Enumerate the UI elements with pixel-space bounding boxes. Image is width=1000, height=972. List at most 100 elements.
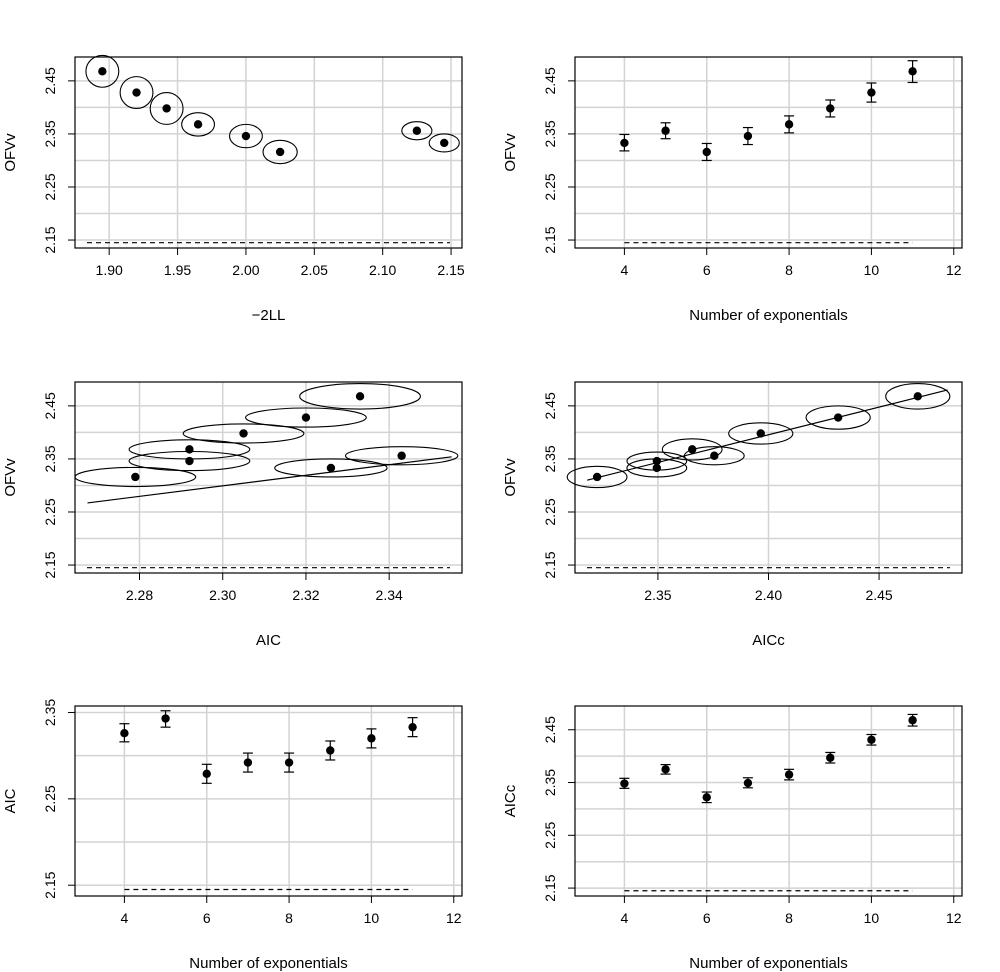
y-tick-label: 2.15 bbox=[542, 874, 558, 901]
confidence-ellipse bbox=[182, 423, 305, 444]
confidence-ellipse bbox=[885, 383, 951, 410]
data-point bbox=[185, 456, 194, 466]
data-point bbox=[440, 138, 449, 148]
data-point bbox=[743, 778, 753, 788]
chart-panel-3: 2.28 2.30 2.32 2.34 2.15 2.25 2.35 2.45 AIC OFVv bbox=[2, 381, 463, 649]
x-tick-label: 2.45 bbox=[865, 587, 892, 603]
data-point bbox=[702, 147, 711, 157]
y-tick-label: 2.45 bbox=[542, 67, 558, 94]
plot-frame bbox=[574, 705, 963, 897]
x-tick-label: 4 bbox=[121, 910, 129, 926]
confidence-ellipse bbox=[85, 54, 120, 88]
data-point bbox=[120, 729, 129, 738]
y-tick-label: 2.35 bbox=[42, 699, 58, 726]
x-tick-label: 4 bbox=[621, 262, 629, 278]
y-tick-label: 2.25 bbox=[542, 498, 558, 525]
data-point bbox=[867, 735, 876, 744]
x-tick-label: 1.95 bbox=[164, 262, 191, 278]
x-tick-label: 2.10 bbox=[369, 262, 396, 278]
data-point bbox=[243, 758, 253, 767]
x-axis-title: AICc bbox=[752, 632, 785, 649]
data-point bbox=[652, 456, 662, 466]
data-point bbox=[367, 734, 376, 743]
x-axis-title: AIC bbox=[256, 632, 281, 649]
y-tick-label: 2.45 bbox=[42, 67, 58, 94]
chart-panel-6: 4 6 8 10 12 2.15 2.25 2.35 2.45 Number of exponen… bbox=[502, 705, 963, 972]
data-point bbox=[162, 104, 171, 113]
chart-panel-4: 2.35 2.40 2.45 2.15 2.25 2.35 2.45 AICc OFVv bbox=[502, 381, 963, 649]
confidence-ellipse bbox=[228, 123, 263, 149]
x-tick-label: 10 bbox=[364, 910, 380, 926]
data-point bbox=[826, 753, 835, 762]
x-tick-label: 2.35 bbox=[644, 587, 671, 603]
y-axis-title: OFVv bbox=[502, 133, 519, 172]
data-point bbox=[98, 67, 107, 76]
confidence-ellipse bbox=[683, 446, 745, 466]
data-point bbox=[913, 392, 922, 401]
x-tick-label: 2.00 bbox=[232, 262, 259, 278]
y-tick-label: 2.35 bbox=[542, 445, 558, 472]
x-tick-label: 12 bbox=[446, 910, 462, 926]
y-axis-title: OFVv bbox=[502, 458, 519, 497]
data-point bbox=[241, 131, 251, 141]
y-tick-label: 2.25 bbox=[542, 821, 558, 848]
x-tick-label: 6 bbox=[703, 910, 711, 926]
y-tick-label: 2.25 bbox=[542, 173, 558, 200]
x-tick-label: 10 bbox=[864, 910, 880, 926]
data-point bbox=[275, 147, 285, 157]
y-tick-label: 2.35 bbox=[42, 120, 58, 147]
y-tick-label: 2.25 bbox=[42, 173, 58, 200]
y-axis-title: OFVv bbox=[2, 458, 19, 497]
data-point bbox=[301, 413, 311, 422]
data-point bbox=[710, 451, 719, 460]
plot-frame bbox=[74, 705, 463, 897]
data-point bbox=[412, 126, 422, 135]
data-point bbox=[784, 120, 794, 129]
y-tick-label: 2.15 bbox=[42, 551, 58, 578]
data-point bbox=[620, 779, 629, 788]
fit-line bbox=[87, 456, 452, 504]
data-point bbox=[408, 722, 417, 732]
x-tick-label: 2.05 bbox=[301, 262, 328, 278]
data-point bbox=[620, 138, 629, 148]
data-point bbox=[908, 716, 917, 725]
data-point bbox=[592, 472, 602, 482]
fit-line bbox=[587, 389, 948, 481]
confidence-ellipse bbox=[428, 133, 460, 153]
data-point bbox=[132, 88, 141, 97]
y-axis-title: OFVv bbox=[2, 133, 19, 172]
confidence-ellipse bbox=[149, 91, 184, 125]
data-point bbox=[702, 793, 711, 802]
x-tick-label: 2.15 bbox=[437, 262, 464, 278]
x-axis-title: Number of exponentials bbox=[189, 955, 347, 972]
x-tick-label: 12 bbox=[946, 910, 962, 926]
y-tick-label: 2.45 bbox=[42, 392, 58, 419]
x-tick-label: 2.32 bbox=[292, 587, 319, 603]
confidence-ellipse bbox=[299, 383, 421, 410]
y-axis-title: AICc bbox=[502, 784, 519, 817]
x-tick-label: 2.40 bbox=[755, 587, 782, 603]
data-point bbox=[784, 770, 794, 779]
y-tick-label: 2.15 bbox=[42, 871, 58, 898]
data-point bbox=[239, 429, 248, 438]
x-axis-title: −2LL bbox=[252, 307, 286, 324]
data-point bbox=[284, 758, 294, 767]
x-tick-label: 1.90 bbox=[96, 262, 123, 278]
confidence-ellipse bbox=[274, 458, 388, 478]
x-axis-title: Number of exponentials bbox=[689, 955, 847, 972]
confidence-ellipse bbox=[245, 407, 367, 428]
confidence-ellipse bbox=[344, 446, 459, 466]
y-tick-label: 2.45 bbox=[542, 716, 558, 743]
plot-frame bbox=[74, 381, 463, 574]
chart-panel-1: 1.90 1.95 2.00 2.05 2.10 2.15 2.15 2.25 2.35 2.45… bbox=[2, 54, 465, 324]
y-tick-label: 2.35 bbox=[542, 769, 558, 796]
data-point bbox=[756, 429, 765, 438]
data-point bbox=[833, 413, 843, 422]
plot-frame bbox=[74, 56, 463, 249]
confidence-ellipse bbox=[661, 438, 723, 461]
x-tick-label: 6 bbox=[703, 262, 711, 278]
x-tick-label: 12 bbox=[946, 262, 962, 278]
y-tick-label: 2.45 bbox=[542, 392, 558, 419]
plot-frame bbox=[574, 56, 963, 249]
data-point bbox=[826, 104, 835, 113]
